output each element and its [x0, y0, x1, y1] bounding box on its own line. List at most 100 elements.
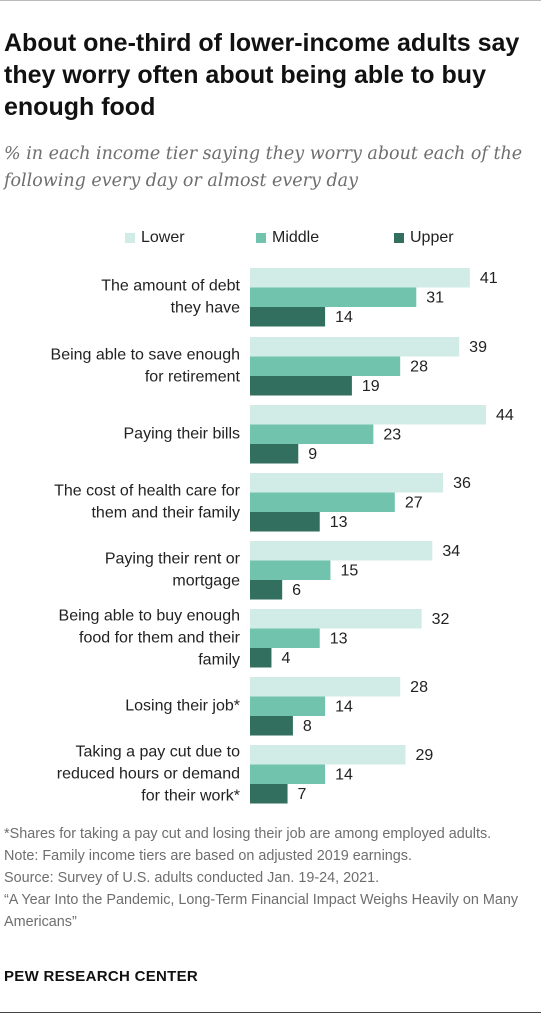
category-label-line: The cost of health care for [54, 482, 241, 499]
value-label-upper-8: 7 [298, 786, 307, 803]
bar-upper-2 [250, 376, 352, 396]
bar-lower-8 [250, 745, 406, 765]
pew-research-center-label: PEW RESEARCH CENTER [4, 968, 199, 985]
footnote-source: Source: Survey of U.S. adults conducted … [4, 870, 380, 886]
category-label-line: Being able to save enough [51, 346, 240, 363]
value-label-lower-3: 44 [496, 407, 514, 424]
bar-middle-5 [250, 560, 331, 580]
bar-upper-3 [250, 444, 299, 464]
value-label-lower-1: 41 [480, 270, 498, 287]
category-label-line: Taking a pay cut due to [75, 743, 240, 760]
category-label-3: Paying their bills [124, 425, 241, 442]
bar-lower-4 [250, 473, 444, 493]
category-label-line: Paying their bills [124, 425, 241, 442]
footnote-report-title: “A Year Into the Pandemic, Long-Term Fin… [4, 892, 519, 930]
category-label-7: Losing their job* [125, 697, 240, 714]
value-label-upper-6: 4 [281, 650, 290, 667]
bar-group-3: Paying their bills 44 23 9 [124, 405, 514, 464]
bar-group-4: The cost of health care for them and thei… [54, 473, 471, 532]
value-label-lower-2: 39 [469, 339, 487, 356]
category-label-line: Paying their rent or [105, 550, 241, 567]
bar-lower-1 [250, 268, 470, 288]
bar-lower-6 [250, 609, 422, 629]
legend-label-middle: Middle [272, 229, 320, 246]
category-label-line: Being able to buy enough [59, 607, 240, 624]
category-label-line: them and their family [91, 504, 240, 521]
footnote-note: Note: Family income tiers are based on a… [4, 848, 412, 864]
value-label-upper-7: 8 [303, 718, 312, 735]
legend-item-lower: Lower [125, 226, 185, 250]
category-label-line: family [198, 651, 240, 668]
bar-middle-8 [250, 764, 326, 784]
category-label-1: The amount of debt they have [101, 277, 240, 316]
value-label-middle-1: 31 [426, 289, 444, 306]
bar-group-6: Being able to buy enough food for them an… [59, 607, 450, 668]
chart-title: About one-third of lower-income adults s… [4, 29, 520, 121]
value-label-middle-8: 14 [335, 766, 353, 783]
category-label-line: for retirement [145, 368, 241, 385]
category-label-line: they have [171, 299, 240, 316]
value-label-lower-7: 28 [410, 679, 428, 696]
bar-lower-3 [250, 405, 486, 425]
value-label-middle-2: 28 [410, 358, 428, 375]
value-label-upper-1: 14 [335, 309, 353, 326]
bar-middle-1 [250, 287, 417, 307]
bar-middle-3 [250, 424, 374, 444]
chart-subtitle: % in each income tier saying they worry … [4, 144, 523, 191]
bar-upper-8 [250, 784, 288, 804]
legend-swatch-middle [256, 233, 266, 243]
bottom-rule [0, 1012, 541, 1013]
bar-group-1: The amount of debt they have 41 31 14 [101, 268, 498, 327]
category-label-6: Being able to buy enough food for them an… [59, 607, 241, 668]
category-label-2: Being able to save enough for retirement [51, 346, 241, 385]
category-label-line: Losing their job* [125, 697, 240, 714]
bar-group-2: Being able to save enough for retirement 3… [51, 337, 487, 396]
value-label-upper-3: 9 [308, 446, 317, 463]
value-label-upper-4: 13 [330, 514, 348, 531]
category-label-line: reduced hours or demand [57, 765, 240, 782]
bar-middle-4 [250, 492, 395, 512]
bar-middle-6 [250, 628, 320, 648]
bar-middle-7 [250, 696, 326, 716]
value-label-lower-8: 29 [416, 747, 434, 764]
value-label-middle-4: 27 [405, 494, 423, 511]
legend-swatch-upper [394, 233, 404, 243]
bar-chart: The amount of debt they have 41 31 14 Being a… [51, 268, 514, 804]
bar-upper-6 [250, 648, 272, 668]
top-rule [0, 0, 541, 1]
legend-label-lower: Lower [141, 229, 185, 246]
category-label-4: The cost of health care for them and thei… [54, 482, 241, 521]
value-label-upper-2: 19 [362, 378, 380, 395]
bar-group-8: Taking a pay cut due to reduced hours or … [57, 743, 434, 804]
value-label-upper-5: 6 [292, 582, 301, 599]
value-label-lower-6: 32 [432, 611, 450, 628]
category-label-line: food for them and their [79, 629, 241, 646]
value-label-middle-7: 14 [335, 698, 353, 715]
legend-swatch-lower [125, 233, 135, 243]
chart-legend: Lower Middle Upper [0, 226, 541, 250]
legend-label-upper: Upper [410, 229, 454, 246]
value-label-lower-4: 36 [453, 475, 471, 492]
footnote-employed: *Shares for taking a pay cut and losing … [4, 826, 492, 842]
bar-group-5: Paying their rent or mortgage 34 15 6 [105, 541, 460, 600]
value-label-lower-5: 34 [442, 543, 460, 560]
bar-upper-4 [250, 512, 320, 532]
bar-lower-5 [250, 541, 433, 561]
bar-group-7: Losing their job* 28 14 8 [125, 677, 428, 736]
value-label-middle-5: 15 [340, 562, 358, 579]
bar-middle-2 [250, 356, 401, 376]
category-label-line: mortgage [172, 572, 240, 589]
footnotes: *Shares for taking a pay cut and losing … [4, 823, 534, 933]
bar-lower-2 [250, 337, 460, 357]
legend-item-upper: Upper [394, 226, 454, 250]
value-label-middle-6: 13 [330, 630, 348, 647]
category-label-line: for their work* [141, 787, 240, 804]
bar-upper-7 [250, 716, 293, 736]
category-label-line: The amount of debt [101, 277, 240, 294]
category-label-5: Paying their rent or mortgage [105, 550, 241, 589]
legend-item-middle: Middle [256, 226, 319, 250]
bar-upper-5 [250, 580, 283, 600]
value-label-middle-3: 23 [383, 426, 401, 443]
category-label-8: Taking a pay cut due to reduced hours or … [57, 743, 240, 804]
bar-upper-1 [250, 307, 326, 327]
